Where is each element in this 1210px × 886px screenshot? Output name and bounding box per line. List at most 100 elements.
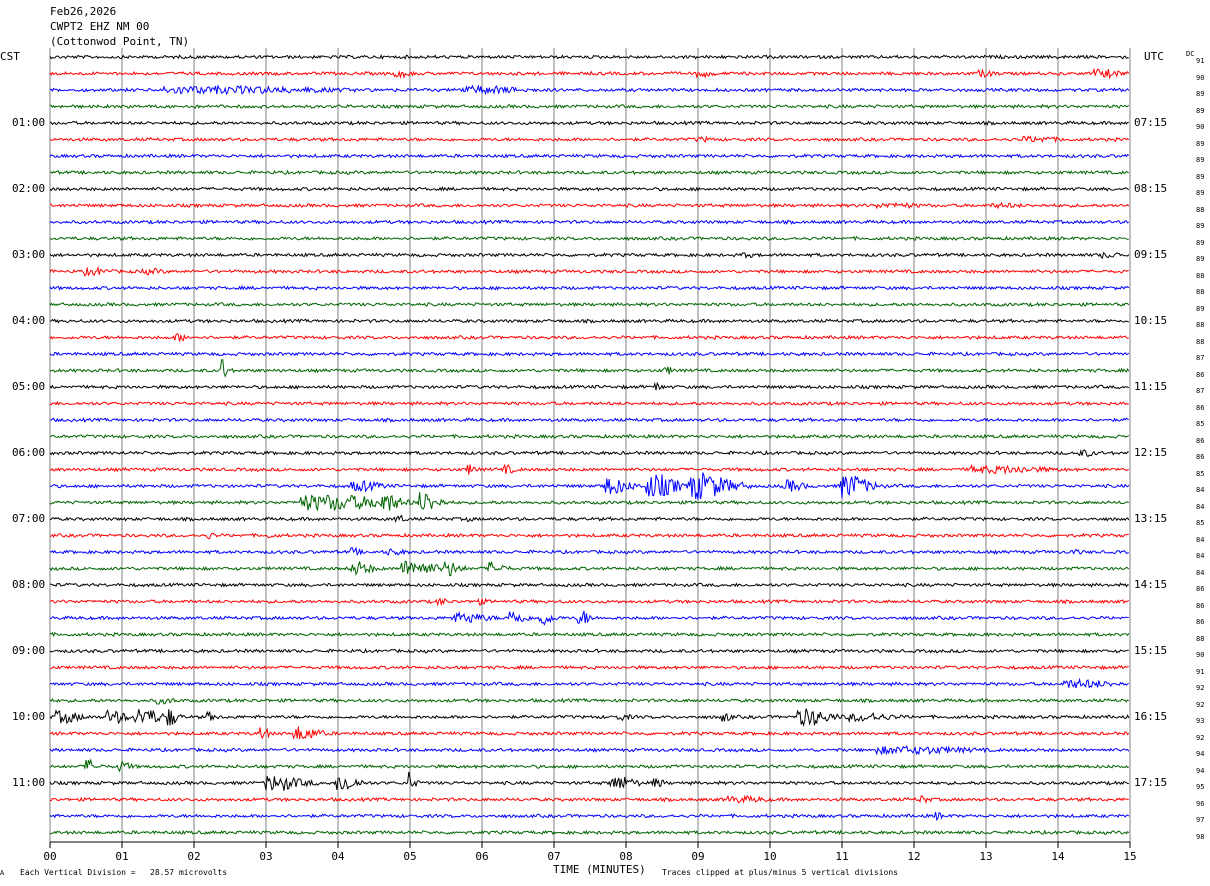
x-tick-label: 04 <box>331 850 345 863</box>
dc-offset-label: 92 <box>1196 700 1205 709</box>
dc-offset-label: 86 <box>1196 585 1205 593</box>
trace-line <box>49 359 1130 378</box>
dc-offset-label: 91 <box>1196 667 1205 676</box>
left-hour-label: 08:00 <box>12 578 46 591</box>
right-hour-label: 08:15 <box>1134 182 1168 195</box>
trace-line <box>49 811 1130 822</box>
right-hour-label: 09:15 <box>1134 248 1168 261</box>
right-hour-label: 16:15 <box>1134 710 1168 723</box>
trace-line <box>49 597 1130 607</box>
dc-title: DC <box>1186 50 1195 58</box>
x-tick-label: 07 <box>547 850 561 863</box>
trace-line <box>49 697 1130 705</box>
dc-offset-label: 95 <box>1196 783 1205 791</box>
x-tick-label: 06 <box>475 850 489 863</box>
trace-line <box>49 120 1129 126</box>
clip-note: Traces clipped at plus/minus 5 vertical … <box>662 868 899 877</box>
left-hour-label: 11:00 <box>12 776 46 789</box>
dc-offset-label: 89 <box>1196 156 1205 164</box>
x-axis <box>49 841 1131 848</box>
trace-line <box>49 153 1130 159</box>
trace-line <box>49 333 1129 342</box>
header-date: Feb26,2026 <box>50 5 117 18</box>
dc-offset-label: 89 <box>1196 90 1205 98</box>
trace-line <box>49 251 1130 260</box>
trace-line <box>49 301 1130 308</box>
dc-offset-label: 92 <box>1196 684 1205 692</box>
header-location: (Cottonwod Point, TN) <box>50 35 190 48</box>
left-hour-label: 07:00 <box>12 512 46 525</box>
trace-line <box>49 67 1130 80</box>
dc-offset-label: 84 <box>1196 552 1205 560</box>
trace-line <box>49 708 1130 728</box>
trace-line <box>49 201 1130 210</box>
dc-offset-label: 94 <box>1196 766 1205 775</box>
x-tick-label: 02 <box>187 850 201 863</box>
dc-offset-label: 86 <box>1196 618 1205 626</box>
trace-line <box>49 829 1130 836</box>
dc-offset-label: 85 <box>1196 420 1205 428</box>
x-tick-label: 00 <box>43 850 57 863</box>
trace-line <box>49 54 1129 60</box>
right-hour-label: 15:15 <box>1134 644 1168 657</box>
right-hour-label: 11:15 <box>1134 380 1168 393</box>
left-hour-label: 02:00 <box>12 182 46 195</box>
x-tick-label: 01 <box>115 850 129 863</box>
left-hour-label: 01:00 <box>12 116 46 129</box>
dc-offset-label: 86 <box>1196 436 1205 445</box>
trace-line <box>49 84 1130 96</box>
trace-line <box>49 433 1130 440</box>
dc-offset-label: 88 <box>1196 321 1205 329</box>
dc-offset-label: 87 <box>1196 354 1205 362</box>
trace-line <box>49 582 1129 588</box>
x-axis-label: TIME (MINUTES) <box>553 863 646 876</box>
dc-offset-label: 89 <box>1196 189 1205 197</box>
trace-line <box>49 318 1130 324</box>
right-hour-label: 14:15 <box>1134 578 1168 591</box>
trace-line <box>49 235 1129 242</box>
x-tick-label: 13 <box>979 850 993 863</box>
trace-line <box>49 219 1130 225</box>
dc-offset-label: 85 <box>1196 469 1205 478</box>
right-hour-label: 07:15 <box>1134 116 1168 129</box>
dc-offset-label: 88 <box>1196 634 1205 643</box>
trace-line <box>49 472 1130 500</box>
dc-offset-label: 89 <box>1196 238 1205 247</box>
trace-line <box>49 169 1130 176</box>
trace-line <box>49 350 1130 357</box>
dc-offset-label: 92 <box>1196 733 1205 742</box>
trace-line <box>49 794 1129 805</box>
dc-offset-label: 90 <box>1196 123 1205 131</box>
dc-offset-label: 88 <box>1196 271 1205 280</box>
x-tick-label: 08 <box>619 850 633 863</box>
right-hour-label: 17:15 <box>1134 776 1168 789</box>
dc-offset-label: 90 <box>1196 73 1205 82</box>
trace-line <box>49 265 1129 277</box>
dc-offset-label: 89 <box>1196 139 1205 148</box>
trace-line <box>49 463 1129 475</box>
dc-offset-label: 86 <box>1196 403 1205 412</box>
trace-line <box>49 758 1130 773</box>
corner-mark: A <box>0 869 5 877</box>
dc-offset-label: 88 <box>1196 205 1205 214</box>
dc-offset-label: 91 <box>1196 57 1205 65</box>
dc-offset-label: 96 <box>1196 799 1205 808</box>
header-station: CWPT2 EHZ NM 00 <box>50 20 150 33</box>
dc-offset-label: 87 <box>1196 387 1205 395</box>
trace-line <box>49 400 1129 407</box>
dc-offset-label: 89 <box>1196 106 1205 115</box>
dc-offset-label: 84 <box>1196 568 1205 577</box>
x-tick-label: 10 <box>763 850 777 863</box>
x-tick-label: 12 <box>907 850 921 863</box>
right-hour-label: 12:15 <box>1134 446 1168 459</box>
left-timezone-label: CST <box>0 50 20 63</box>
left-hour-label: 06:00 <box>12 446 46 459</box>
right-timezone-label: UTC <box>1144 50 1164 63</box>
trace-line <box>49 664 1129 671</box>
trace-line <box>49 610 1129 626</box>
left-hour-label: 03:00 <box>12 248 46 261</box>
x-tick-label: 03 <box>259 850 273 863</box>
trace-line <box>49 381 1130 391</box>
left-hour-label: 05:00 <box>12 380 46 393</box>
